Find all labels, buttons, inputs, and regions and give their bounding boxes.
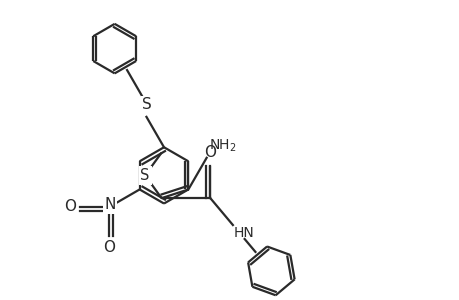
Text: HN: HN <box>234 226 254 240</box>
Text: O: O <box>64 200 76 214</box>
Text: O: O <box>204 146 216 160</box>
Text: S: S <box>141 97 151 112</box>
Text: NH$_2$: NH$_2$ <box>208 137 236 154</box>
Text: S: S <box>140 168 150 183</box>
Text: O: O <box>103 240 115 255</box>
Text: N: N <box>104 197 116 212</box>
